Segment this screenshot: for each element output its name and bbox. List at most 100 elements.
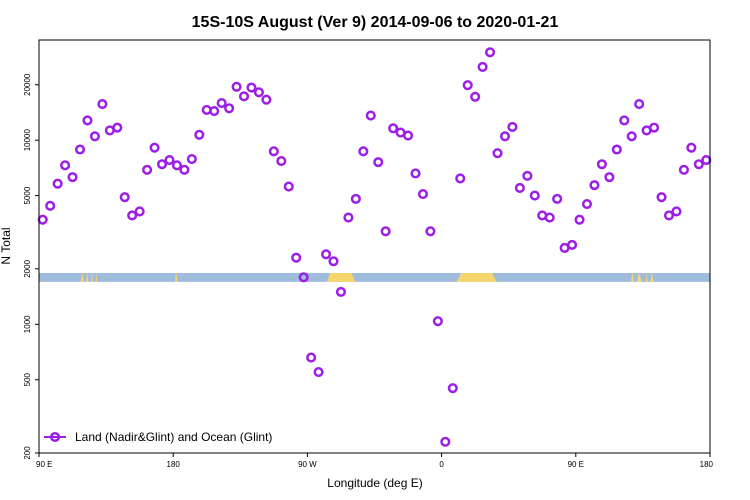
data-point bbox=[97, 99, 108, 110]
y-tick-label: 1000 bbox=[23, 315, 32, 333]
data-point bbox=[462, 80, 473, 91]
data-point bbox=[701, 154, 712, 166]
data-point bbox=[224, 103, 235, 114]
data-point bbox=[320, 249, 332, 260]
data-point bbox=[52, 178, 63, 189]
data-point bbox=[45, 200, 56, 211]
data-point bbox=[581, 198, 593, 210]
land-patch bbox=[630, 271, 634, 282]
data-point bbox=[89, 131, 100, 142]
legend-label: Land (Nadir&Glint) and Ocean (Glint) bbox=[75, 430, 272, 444]
y-axis-label: N Total bbox=[0, 227, 13, 264]
data-point bbox=[335, 286, 347, 297]
data-point bbox=[209, 105, 220, 117]
data-point bbox=[156, 159, 168, 170]
data-point bbox=[328, 256, 339, 267]
y-tick-label: 10000 bbox=[23, 129, 32, 152]
data-point bbox=[253, 87, 264, 98]
data-point bbox=[604, 172, 615, 183]
data-point bbox=[194, 129, 205, 140]
y-tick-label: 2000 bbox=[23, 259, 32, 277]
data-point bbox=[522, 170, 533, 181]
data-point bbox=[291, 252, 302, 263]
data-point bbox=[514, 182, 525, 194]
y-tick-label: 500 bbox=[23, 373, 32, 387]
data-point bbox=[373, 157, 384, 168]
data-point bbox=[634, 99, 645, 110]
x-tick-label: 90 E bbox=[568, 460, 584, 469]
data-point bbox=[626, 131, 637, 142]
data-point bbox=[656, 192, 667, 203]
data-point bbox=[440, 436, 451, 447]
data-point bbox=[447, 383, 458, 394]
land-patch bbox=[645, 271, 648, 282]
axes: 90 E 180 90 W 0 90 E 180 200 500 1000 2000 5000 100… bbox=[23, 73, 714, 469]
land-patch bbox=[174, 271, 178, 282]
data-point bbox=[686, 142, 697, 153]
data-point bbox=[589, 180, 600, 191]
series-points bbox=[37, 47, 712, 447]
data-point bbox=[403, 130, 414, 141]
data-point bbox=[693, 159, 704, 170]
data-point bbox=[246, 82, 257, 93]
plot-frame bbox=[38, 39, 711, 454]
y-tick-label: 20000 bbox=[23, 73, 32, 96]
data-point bbox=[60, 160, 71, 171]
data-point bbox=[127, 210, 138, 221]
data-point bbox=[567, 239, 578, 250]
data-point bbox=[365, 110, 376, 121]
data-point bbox=[350, 193, 361, 204]
data-point bbox=[298, 272, 309, 283]
data-point bbox=[171, 160, 182, 171]
land-patch bbox=[80, 271, 84, 282]
data-point bbox=[678, 164, 689, 175]
data-point bbox=[611, 144, 622, 155]
data-point bbox=[343, 212, 354, 223]
data-point bbox=[544, 212, 555, 223]
y-tick-label: 5000 bbox=[23, 186, 32, 204]
x-tick-label: 90 W bbox=[298, 460, 317, 469]
data-point bbox=[67, 172, 78, 183]
data-point bbox=[485, 47, 496, 58]
data-point bbox=[149, 142, 160, 153]
data-point bbox=[238, 91, 250, 102]
data-point bbox=[186, 153, 197, 165]
data-point bbox=[380, 226, 391, 237]
data-point bbox=[410, 168, 421, 179]
legend-marker bbox=[49, 431, 61, 443]
data-point bbox=[388, 123, 399, 134]
data-point bbox=[276, 156, 287, 167]
data-point bbox=[552, 193, 563, 204]
x-axis-label: Longitude (deg E) bbox=[327, 476, 422, 490]
data-point bbox=[82, 115, 93, 126]
ocean-band bbox=[39, 272, 710, 282]
x-tick-label: 180 bbox=[700, 460, 714, 469]
land-patch bbox=[650, 271, 654, 282]
land-patch bbox=[456, 272, 497, 282]
data-point bbox=[671, 206, 682, 217]
data-point bbox=[649, 122, 660, 133]
data-point bbox=[134, 206, 145, 217]
data-point bbox=[574, 214, 585, 225]
surface-band bbox=[39, 271, 710, 282]
data-point bbox=[306, 352, 317, 363]
data-point bbox=[470, 91, 481, 102]
land-patch bbox=[91, 271, 93, 282]
data-point bbox=[74, 144, 86, 155]
data-point bbox=[112, 122, 123, 133]
x-tick-label: 0 bbox=[439, 460, 444, 469]
data-point bbox=[663, 210, 675, 221]
land-patch bbox=[636, 271, 642, 282]
data-point bbox=[619, 115, 630, 126]
chart-title: 15S-10S August (Ver 9) 2014-09-06 to 202… bbox=[192, 14, 559, 31]
data-point bbox=[179, 164, 190, 175]
data-point bbox=[358, 146, 369, 157]
data-point bbox=[499, 131, 511, 142]
data-point bbox=[596, 159, 607, 170]
data-point bbox=[268, 146, 279, 157]
data-point bbox=[231, 81, 242, 92]
data-point bbox=[37, 214, 48, 225]
data-point bbox=[313, 367, 324, 378]
y-tick-label: 200 bbox=[23, 446, 32, 460]
